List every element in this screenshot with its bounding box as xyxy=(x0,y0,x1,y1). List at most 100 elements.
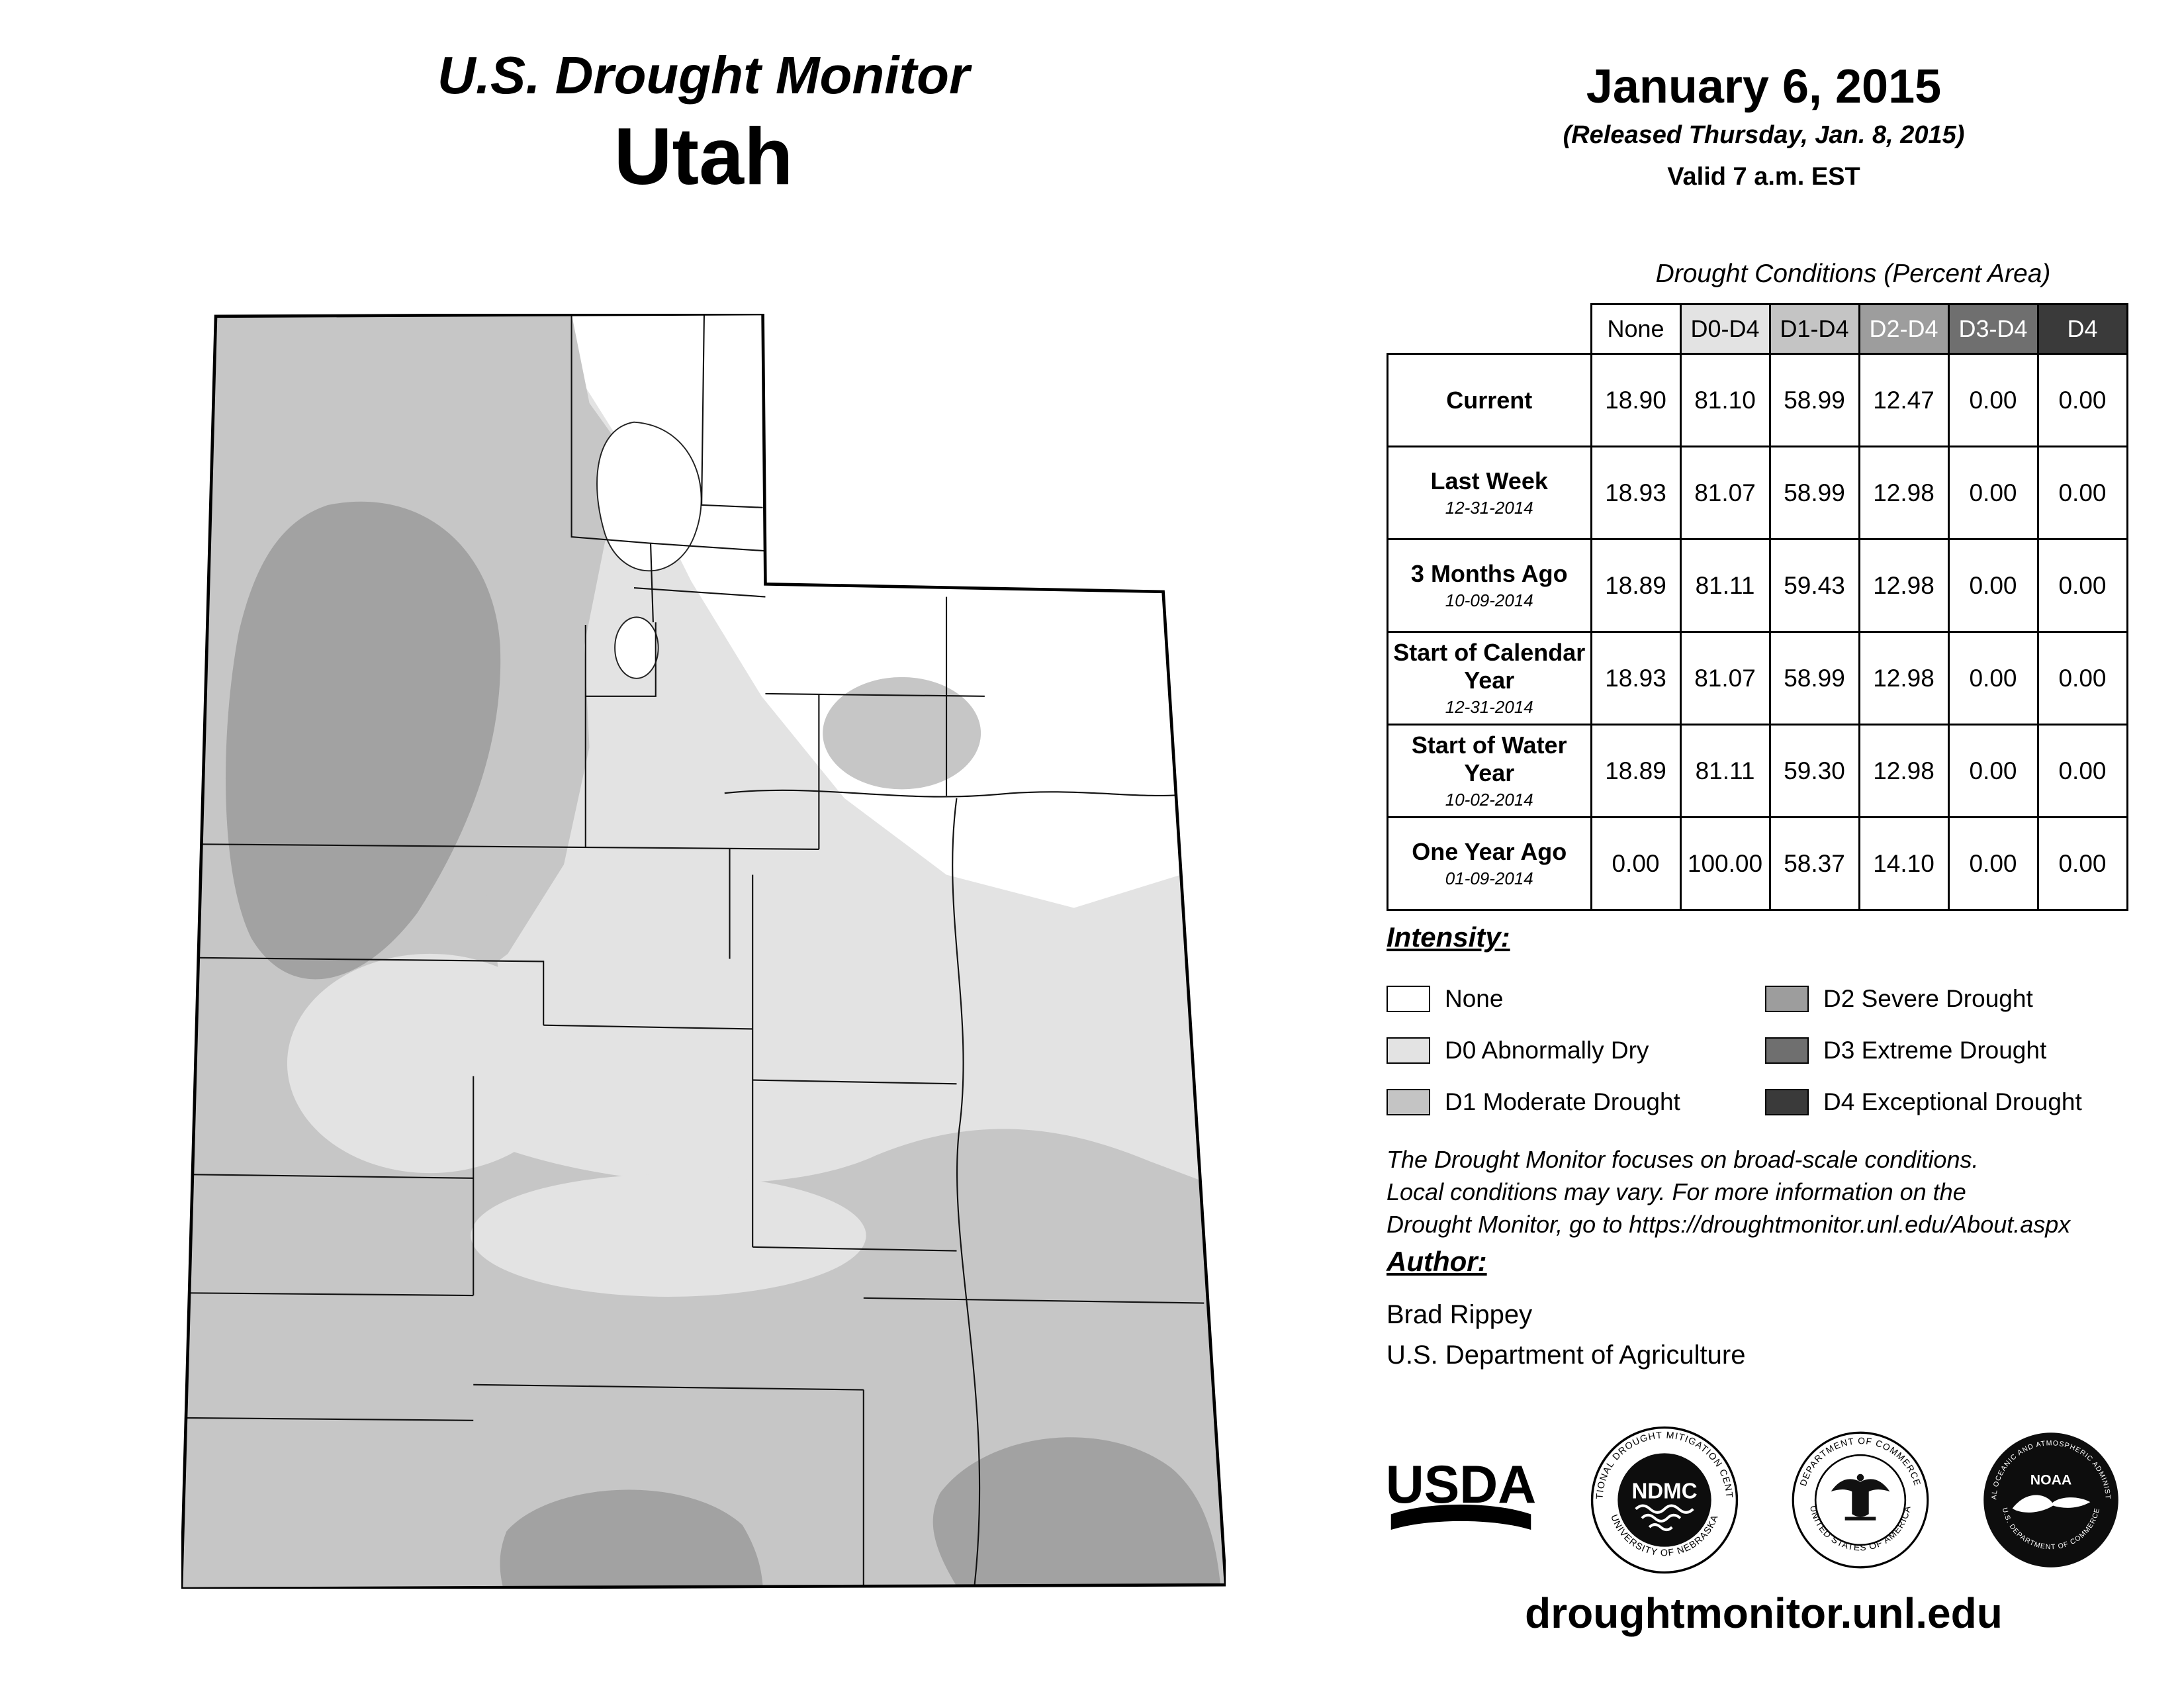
value-cell: 12.98 xyxy=(1858,445,1950,540)
author-title: Author: xyxy=(1387,1246,1487,1277)
disclaimer-line: Drought Monitor, go to https://droughtmo… xyxy=(1387,1210,2071,1238)
value-cell: 18.93 xyxy=(1590,445,1682,540)
col-header-d4: D4 xyxy=(2036,303,2128,355)
value-cell: 100.00 xyxy=(1679,816,1771,911)
value-cell: 0.00 xyxy=(2036,538,2128,633)
legend-grid: None D0 Abnormally Dry D1 Moderate Droug… xyxy=(1387,973,2082,1128)
intensity-legend: Intensity: None D0 Abnormally Dry D1 Mod… xyxy=(1387,921,2082,1128)
row-date: 12-31-2014 xyxy=(1445,498,1533,518)
value-cell: 0.00 xyxy=(2036,816,2128,911)
title-block: U.S. Drought Monitor Utah xyxy=(181,46,1226,199)
legend-label: D4 Exceptional Drought xyxy=(1823,1088,2082,1115)
row-label: Start of Calendar Year 12-31-2014 xyxy=(1387,631,1592,726)
value-cell: 0.00 xyxy=(1947,631,2039,726)
col-header-d2-d4: D2-D4 xyxy=(1858,303,1950,355)
table-row-start-water-year: Start of Water Year 10-02-2014 18.89 81.1… xyxy=(1387,724,2128,818)
value-cell: 81.07 xyxy=(1679,445,1771,540)
row-label-text: Last Week xyxy=(1430,467,1548,494)
row-label: Start of Water Year 10-02-2014 xyxy=(1387,724,1592,818)
ndmc-center-text: NDMC xyxy=(1631,1479,1697,1504)
value-cell: 59.30 xyxy=(1768,724,1860,818)
disclaimer-line: Local conditions may vary. For more info… xyxy=(1387,1178,1966,1205)
row-label: 3 Months Ago 10-09-2014 xyxy=(1387,538,1592,633)
disclaimer-line: The Drought Monitor focuses on broad-sca… xyxy=(1387,1146,1979,1173)
swatch-d2 xyxy=(1765,986,1809,1012)
noaa-logo: NATIONAL OCEANIC AND ATMOSPHERIC ADMINIS… xyxy=(1981,1430,2118,1568)
value-cell: 18.89 xyxy=(1590,724,1682,818)
utah-map-svg xyxy=(181,314,1226,1589)
legend-item-d4: D4 Exceptional Drought xyxy=(1765,1076,2082,1128)
value-cell: 81.07 xyxy=(1679,631,1771,726)
value-cell: 0.00 xyxy=(2036,724,2128,818)
ndmc-logo: NATIONAL DROUGHT MITIGATION CENTER UNIVE… xyxy=(1589,1425,1739,1574)
county-boundaries xyxy=(181,314,1205,1587)
value-cell: 0.00 xyxy=(1590,816,1682,911)
commerce-eagle-emblem xyxy=(1831,1474,1890,1521)
ndmc-inner-disc xyxy=(1617,1453,1711,1547)
row-label-text: Start of Calendar Year xyxy=(1393,639,1586,694)
col-header-none: None xyxy=(1590,303,1682,355)
legend-label: D1 Moderate Drought xyxy=(1445,1088,1680,1115)
row-date: 10-02-2014 xyxy=(1445,790,1533,810)
value-cell: 0.00 xyxy=(1947,353,2039,447)
legend-item-none: None xyxy=(1387,973,1765,1025)
corner-cell xyxy=(1387,304,1591,354)
table-row-one-year-ago: One Year Ago 01-09-2014 0.00 100.00 58.37… xyxy=(1387,816,2128,911)
usda-logo: USDA xyxy=(1386,1455,1536,1530)
col-header-d3-d4: D3-D4 xyxy=(1947,303,2039,355)
row-date: 01-09-2014 xyxy=(1445,868,1533,888)
state-outline xyxy=(181,314,1226,1589)
table-row-3-months-ago: 3 Months Ago 10-09-2014 18.89 81.11 59.43… xyxy=(1387,538,2128,633)
row-date: 10-09-2014 xyxy=(1445,590,1533,610)
value-cell: 12.98 xyxy=(1858,631,1950,726)
author-org: U.S. Department of Agriculture xyxy=(1387,1340,1746,1370)
noaa-center-text: NOAA xyxy=(2030,1473,2071,1488)
table-row-current: Current 18.90 81.10 58.99 12.47 0.00 0.0… xyxy=(1387,353,2128,447)
release-date: (Released Thursday, Jan. 8, 2015) xyxy=(1563,121,1965,150)
swatch-none xyxy=(1387,986,1430,1012)
disclaimer: The Drought Monitor focuses on broad-sca… xyxy=(1387,1144,2154,1241)
site-url-link[interactable]: droughtmonitor.unl.edu xyxy=(1525,1589,2003,1637)
legend-label: None xyxy=(1445,985,1504,1012)
legend-item-d1: D1 Moderate Drought xyxy=(1387,1076,1765,1128)
row-label: Last Week 12-31-2014 xyxy=(1387,445,1592,540)
value-cell: 14.10 xyxy=(1858,816,1950,911)
legend-item-d0: D0 Abnormally Dry xyxy=(1387,1025,1765,1076)
drought-conditions-table: None D0-D4 D1-D4 D2-D4 D3-D4 D4 Current … xyxy=(1387,303,2128,911)
value-cell: 12.98 xyxy=(1858,724,1950,818)
legend-label: D3 Extreme Drought xyxy=(1823,1037,2047,1064)
value-cell: 58.99 xyxy=(1768,631,1860,726)
author-name: Brad Rippey xyxy=(1387,1300,1533,1329)
value-cell: 12.98 xyxy=(1858,538,1950,633)
value-cell: 18.89 xyxy=(1590,538,1682,633)
swatch-d3 xyxy=(1765,1037,1809,1064)
row-label-text: 3 Months Ago xyxy=(1410,560,1568,587)
ndmc-waves xyxy=(1635,1504,1694,1532)
state-title: Utah xyxy=(614,111,794,201)
map-date: January 6, 2015 xyxy=(1586,60,1942,113)
noaa-gull xyxy=(2012,1495,2091,1513)
swatch-d1 xyxy=(1387,1089,1430,1115)
value-cell: 58.99 xyxy=(1768,353,1860,447)
row-date: 12-31-2014 xyxy=(1445,697,1533,717)
value-cell: 12.47 xyxy=(1858,353,1950,447)
value-cell: 0.00 xyxy=(1947,538,2039,633)
page-title: U.S. Drought Monitor xyxy=(437,46,970,105)
value-cell: 58.37 xyxy=(1768,816,1860,911)
table-caption: Drought Conditions (Percent Area) xyxy=(1655,259,2051,288)
author-block: Author: Brad Rippey U.S. Department of A… xyxy=(1387,1246,1745,1370)
value-cell: 0.00 xyxy=(2036,631,2128,726)
noaa-disc xyxy=(1983,1432,2118,1568)
table-row-last-week: Last Week 12-31-2014 18.93 81.07 58.99 12… xyxy=(1387,445,2128,540)
usda-swoosh xyxy=(1390,1504,1531,1530)
value-cell: 59.43 xyxy=(1768,538,1860,633)
table-header-row: None D0-D4 D1-D4 D2-D4 D3-D4 D4 xyxy=(1387,303,2128,355)
col-header-d1-d4: D1-D4 xyxy=(1768,303,1860,355)
row-label: Current xyxy=(1387,353,1592,447)
value-cell: 0.00 xyxy=(1947,816,2039,911)
swatch-d4 xyxy=(1765,1089,1809,1115)
value-cell: 0.00 xyxy=(1947,445,2039,540)
utah-drought-map xyxy=(181,314,1226,1589)
value-cell: 81.11 xyxy=(1679,538,1771,633)
